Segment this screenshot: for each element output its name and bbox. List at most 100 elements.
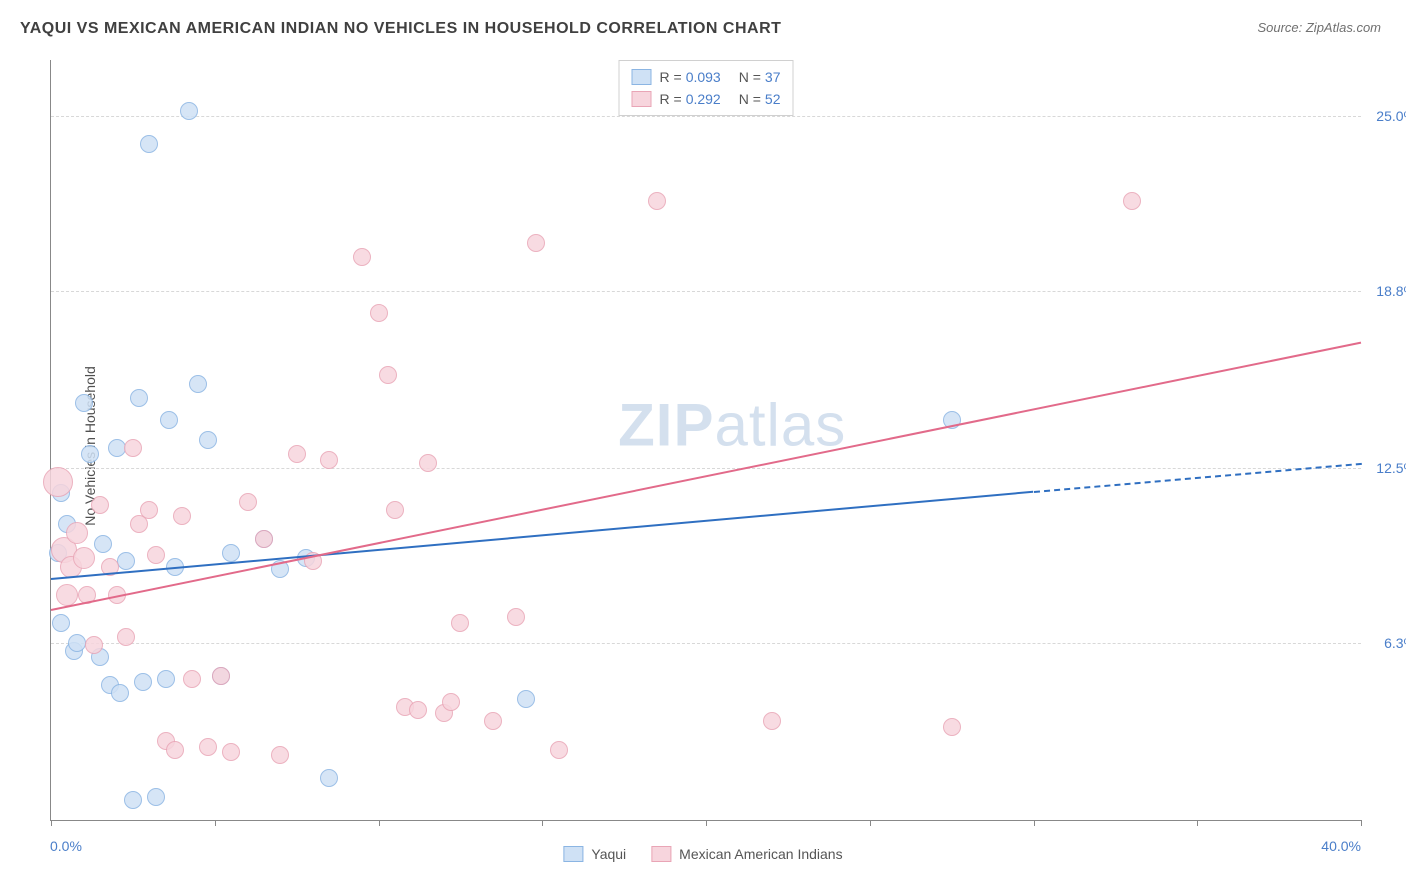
data-point xyxy=(130,389,148,407)
data-point xyxy=(134,673,152,691)
data-point xyxy=(271,746,289,764)
gridline-h xyxy=(51,468,1361,469)
data-point xyxy=(147,546,165,564)
legend-swatch-mexican xyxy=(632,91,652,107)
data-point xyxy=(183,670,201,688)
data-point xyxy=(189,375,207,393)
chart-title: YAQUI VS MEXICAN AMERICAN INDIAN NO VEHI… xyxy=(20,20,781,38)
x-tick xyxy=(706,820,707,826)
data-point xyxy=(173,507,191,525)
x-tick xyxy=(1197,820,1198,826)
legend-swatch-yaqui xyxy=(563,846,583,862)
data-point xyxy=(111,684,129,702)
x-tick xyxy=(379,820,380,826)
data-point xyxy=(527,234,545,252)
legend-swatch-mexican xyxy=(651,846,671,862)
data-point xyxy=(85,636,103,654)
n-label: N = xyxy=(739,66,761,88)
x-tick xyxy=(215,820,216,826)
y-tick-label: 25.0% xyxy=(1376,108,1406,124)
gridline-h xyxy=(51,116,1361,117)
legend-stats-row-yaqui: R = 0.093 N = 37 xyxy=(632,66,781,88)
data-point xyxy=(419,454,437,472)
r-value: 0.292 xyxy=(686,88,721,110)
data-point xyxy=(199,431,217,449)
data-point xyxy=(550,741,568,759)
data-point xyxy=(199,738,217,756)
data-point xyxy=(451,614,469,632)
data-point xyxy=(117,628,135,646)
data-point xyxy=(943,718,961,736)
data-point xyxy=(379,366,397,384)
data-point xyxy=(94,535,112,553)
chart-plot-area: ZIPatlas R = 0.093 N = 37 R = 0.292 N = … xyxy=(50,60,1361,821)
gridline-h xyxy=(51,643,1361,644)
x-tick xyxy=(1034,820,1035,826)
data-point xyxy=(288,445,306,463)
data-point xyxy=(140,135,158,153)
data-point xyxy=(147,788,165,806)
watermark: ZIPatlas xyxy=(618,390,846,459)
legend-item-mexican: Mexican American Indians xyxy=(651,846,842,862)
data-point xyxy=(180,102,198,120)
trend-line xyxy=(51,491,1034,580)
legend-stats-row-mexican: R = 0.292 N = 52 xyxy=(632,88,781,110)
data-point xyxy=(140,501,158,519)
n-value: 37 xyxy=(765,66,781,88)
legend-label: Yaqui xyxy=(591,846,626,862)
data-point xyxy=(68,634,86,652)
x-tick xyxy=(870,820,871,826)
data-point xyxy=(81,445,99,463)
data-point xyxy=(75,394,93,412)
data-point xyxy=(73,547,95,569)
r-label: R = xyxy=(660,66,682,88)
x-axis-min-label: 0.0% xyxy=(50,838,82,854)
r-value: 0.093 xyxy=(686,66,721,88)
data-point xyxy=(222,743,240,761)
data-point xyxy=(52,614,70,632)
data-point xyxy=(320,769,338,787)
legend-stats-box: R = 0.093 N = 37 R = 0.292 N = 52 xyxy=(619,60,794,116)
n-value: 52 xyxy=(765,88,781,110)
n-label: N = xyxy=(739,88,761,110)
trend-line xyxy=(1033,463,1361,493)
source-attribution: Source: ZipAtlas.com xyxy=(1257,20,1381,35)
legend-swatch-yaqui xyxy=(632,69,652,85)
legend-label: Mexican American Indians xyxy=(679,846,842,862)
watermark-light: atlas xyxy=(714,391,846,458)
r-label: R = xyxy=(660,88,682,110)
data-point xyxy=(66,522,88,544)
data-point xyxy=(409,701,427,719)
data-point xyxy=(442,693,460,711)
data-point xyxy=(353,248,371,266)
legend-bottom: Yaqui Mexican American Indians xyxy=(563,846,842,862)
data-point xyxy=(255,530,273,548)
data-point xyxy=(648,192,666,210)
data-point xyxy=(157,670,175,688)
data-point xyxy=(239,493,257,511)
data-point xyxy=(91,496,109,514)
data-point xyxy=(108,439,126,457)
x-tick xyxy=(1361,820,1362,826)
y-tick-label: 12.5% xyxy=(1376,460,1406,476)
data-point xyxy=(320,451,338,469)
data-point xyxy=(517,690,535,708)
trend-line xyxy=(51,341,1361,610)
legend-item-yaqui: Yaqui xyxy=(563,846,626,862)
data-point xyxy=(212,667,230,685)
x-tick xyxy=(51,820,52,826)
data-point xyxy=(124,791,142,809)
data-point xyxy=(763,712,781,730)
data-point xyxy=(124,439,142,457)
data-point xyxy=(166,741,184,759)
data-point xyxy=(507,608,525,626)
data-point xyxy=(1123,192,1141,210)
data-point xyxy=(117,552,135,570)
watermark-bold: ZIP xyxy=(618,391,714,458)
data-point xyxy=(222,544,240,562)
y-tick-label: 6.3% xyxy=(1384,635,1406,651)
data-point xyxy=(484,712,502,730)
data-point xyxy=(43,467,73,497)
y-tick-label: 18.8% xyxy=(1376,283,1406,299)
data-point xyxy=(160,411,178,429)
